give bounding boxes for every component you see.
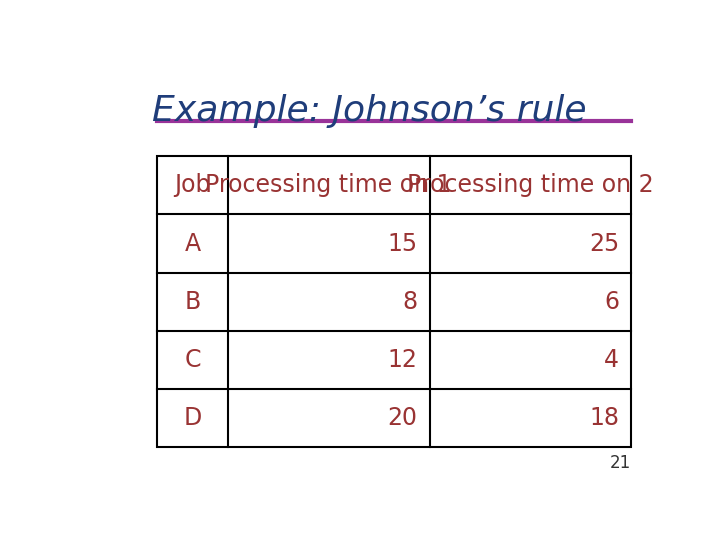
Text: C: C [184,348,201,372]
Text: Processing time on 1: Processing time on 1 [205,173,452,198]
Text: 8: 8 [402,290,418,314]
Text: 4: 4 [604,348,619,372]
Text: D: D [184,406,202,430]
Text: Example: Johnson’s rule: Example: Johnson’s rule [152,94,586,128]
Text: B: B [184,290,201,314]
Text: A: A [184,232,200,255]
Text: 15: 15 [387,232,418,255]
Text: 25: 25 [589,232,619,255]
Text: 20: 20 [387,406,418,430]
Text: Processing time on 2: Processing time on 2 [407,173,654,198]
Text: 21: 21 [610,454,631,472]
Text: 12: 12 [387,348,418,372]
Text: 18: 18 [589,406,619,430]
Text: 6: 6 [604,290,619,314]
Text: Job: Job [174,173,211,198]
